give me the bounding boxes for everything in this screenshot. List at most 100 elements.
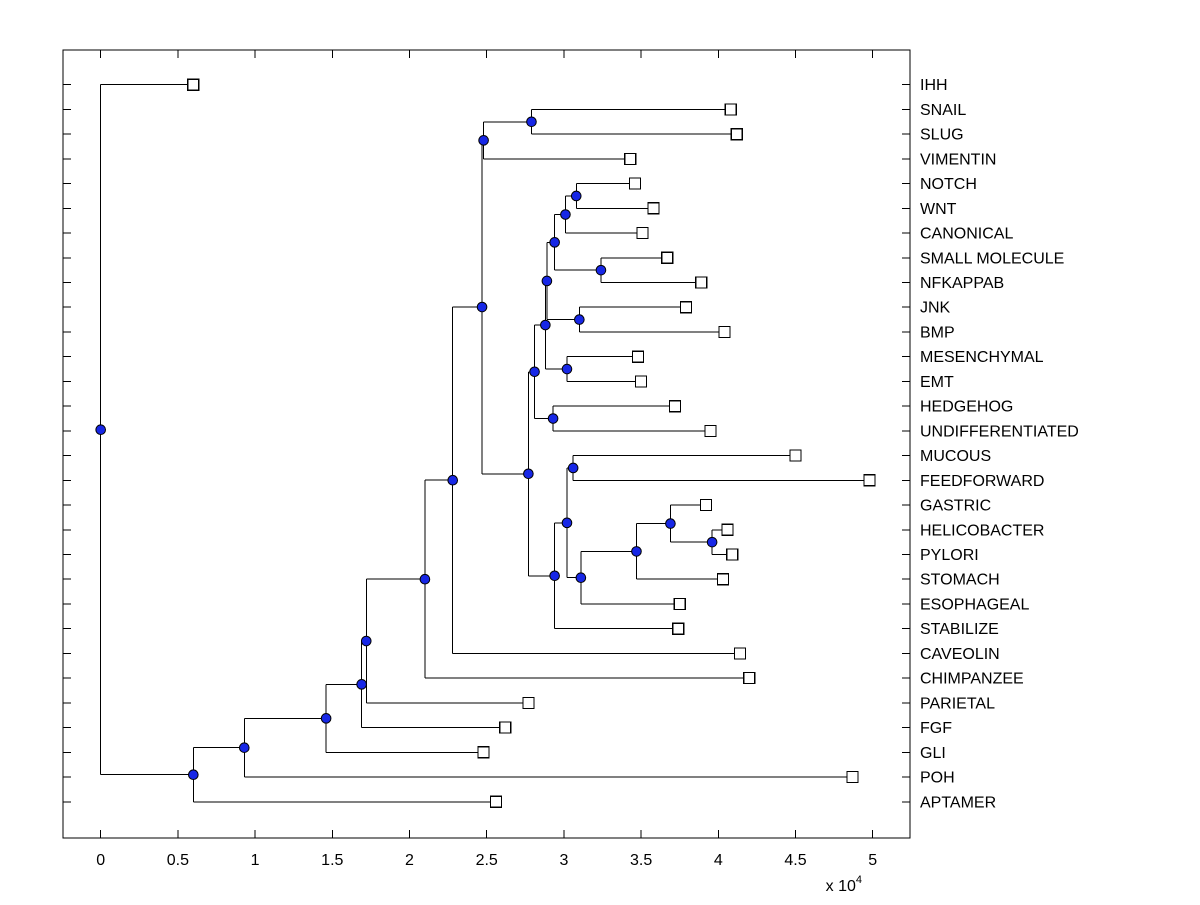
leaf-label-undifferentiated: UNDIFFERENTIATED — [920, 423, 1079, 440]
internal-node-marker — [570, 190, 582, 202]
plot-box — [62, 49, 911, 839]
leaf-label-poh: POH — [920, 770, 955, 787]
leaf-label-ihh: IHH — [920, 77, 948, 94]
leaf-marker-mesenchymal — [631, 350, 645, 363]
leaf-marker-aptamer — [489, 795, 503, 808]
internal-node-marker — [476, 301, 488, 313]
internal-node-marker — [95, 424, 106, 436]
internal-node-marker — [419, 573, 431, 585]
internal-node-marker — [561, 517, 573, 529]
leaf-label-helicobacter: HELICOBACTER — [920, 522, 1044, 539]
leaf-label-vimentin: VIMENTIN — [920, 151, 996, 168]
x-tick-label: 3.5 — [630, 852, 652, 869]
internal-node-marker — [356, 679, 367, 690]
internal-node-marker — [561, 363, 573, 375]
leaf-label-gli: GLI — [920, 745, 946, 762]
leaf-label-chimpanzee: CHIMPANZEE — [920, 671, 1024, 688]
leaf-label-esophageal: ESOPHAGEAL — [920, 596, 1029, 613]
leaf-label-pylori: PYLORI — [920, 547, 979, 564]
x-tick-label: 3 — [559, 852, 568, 869]
leaf-marker-mucous — [789, 449, 802, 462]
leaf-label-slug: SLUG — [920, 127, 964, 144]
internal-node-marker — [547, 413, 559, 424]
internal-node-marker — [706, 536, 718, 548]
internal-node-marker — [549, 237, 560, 248]
leaf-marker-slug — [730, 128, 743, 141]
internal-node-marker — [478, 135, 489, 146]
leaf-marker-poh — [846, 770, 859, 784]
leaf-label-emt: EMT — [920, 374, 954, 391]
leaf-marker-jnk — [679, 301, 692, 314]
internal-node-marker — [631, 546, 642, 557]
leaf-marker-ihh — [187, 78, 200, 91]
leaf-label-bmp: BMP — [920, 324, 955, 341]
leaf-label-mesenchymal: MESENCHYMAL — [920, 349, 1044, 366]
leaf-label-feedforward: FEEDFORWARD — [920, 473, 1044, 490]
leaf-marker-fgf — [499, 721, 512, 734]
x-tick-label: 0.5 — [167, 852, 189, 869]
leaf-label-gastric: GASTRIC — [920, 498, 991, 515]
leaf-marker-hedgehog — [668, 400, 682, 413]
leaf-marker-gli — [477, 746, 490, 759]
internal-node-marker — [523, 468, 534, 480]
x-tick-label: 0 — [96, 852, 105, 869]
internal-node-marker — [541, 275, 553, 287]
leaf-label-mucous: MUCOUS — [920, 448, 991, 465]
leaf-label-parietal: PARIETAL — [920, 695, 995, 712]
internal-node-marker — [238, 742, 250, 753]
leaf-marker-helicobacter — [721, 523, 734, 536]
internal-node-marker — [188, 769, 199, 781]
internal-node-marker — [665, 518, 676, 529]
leaf-marker-canonical — [636, 226, 649, 240]
leaf-marker-pylori — [726, 548, 739, 561]
internal-node-marker — [540, 319, 551, 331]
leaf-marker-stomach — [716, 573, 730, 586]
x-tick-label: 5 — [868, 852, 877, 869]
leaf-label-wnt: WNT — [920, 201, 957, 218]
leaf-marker-vimentin — [624, 152, 637, 165]
internal-node-marker — [595, 264, 607, 276]
leaf-label-canonical: CANONICAL — [920, 226, 1013, 243]
leaf-label-snail: SNAIL — [920, 102, 966, 119]
internal-node-marker — [360, 635, 372, 647]
leaf-marker-parietal — [522, 696, 535, 709]
leaf-label-stomach: STOMACH — [920, 572, 1000, 589]
leaf-marker-wnt — [647, 202, 660, 215]
x-tick-label: 1 — [251, 852, 260, 869]
internal-node-marker — [549, 570, 560, 582]
internal-node-marker — [447, 474, 459, 486]
leaf-marker-bmp — [718, 325, 731, 339]
x-tick-label: 2 — [405, 852, 414, 869]
leaf-marker-undifferentiated — [704, 424, 717, 437]
internal-node-marker — [526, 116, 537, 128]
x-tick-label: 4.5 — [784, 852, 806, 869]
x-tick-label: 1.5 — [321, 852, 343, 869]
leaf-label-notch: NOTCH — [920, 176, 977, 193]
leaf-label-stabilize: STABILIZE — [920, 621, 999, 638]
internal-node-marker — [567, 462, 579, 474]
internal-node-marker — [529, 366, 540, 378]
internal-node-marker — [574, 314, 585, 325]
leaf-marker-nfkappab — [695, 276, 708, 289]
leaf-label-aptamer: APTAMER — [920, 794, 996, 811]
internal-node-marker — [575, 572, 587, 583]
leaf-label-small-molecule: SMALL MOLECULE — [920, 250, 1064, 267]
internal-node-marker — [560, 209, 571, 220]
leaf-label-hedgehog: HEDGEHOG — [920, 399, 1013, 416]
leaf-label-fgf: FGF — [920, 720, 952, 737]
leaf-marker-emt — [634, 375, 648, 388]
leaf-marker-esophageal — [673, 597, 686, 611]
leaf-label-jnk: JNK — [920, 300, 951, 317]
leaf-marker-feedforward — [863, 474, 876, 487]
leaf-marker-stabilize — [672, 622, 685, 635]
internal-node-marker — [320, 713, 332, 724]
x-tick-label: 4 — [714, 852, 723, 869]
leaf-marker-notch — [628, 177, 642, 190]
leaf-label-nfkappab: NFKAPPAB — [920, 275, 1004, 292]
leaf-marker-small-molecule — [661, 251, 674, 264]
x-tick-label: 2.5 — [476, 852, 498, 869]
leaf-marker-gastric — [699, 498, 713, 512]
leaf-marker-caveolin — [733, 647, 747, 660]
